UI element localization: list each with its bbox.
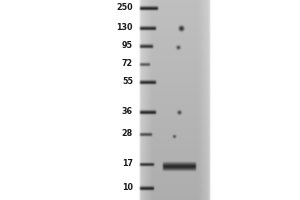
Text: 250: 250 (116, 3, 133, 12)
Text: 17: 17 (122, 160, 133, 168)
Text: 36: 36 (122, 108, 133, 116)
Text: 10: 10 (122, 184, 133, 192)
Text: 28: 28 (122, 130, 133, 138)
Text: 95: 95 (122, 42, 133, 50)
Text: 72: 72 (122, 60, 133, 68)
Text: 130: 130 (116, 23, 133, 32)
Text: 55: 55 (122, 77, 133, 86)
